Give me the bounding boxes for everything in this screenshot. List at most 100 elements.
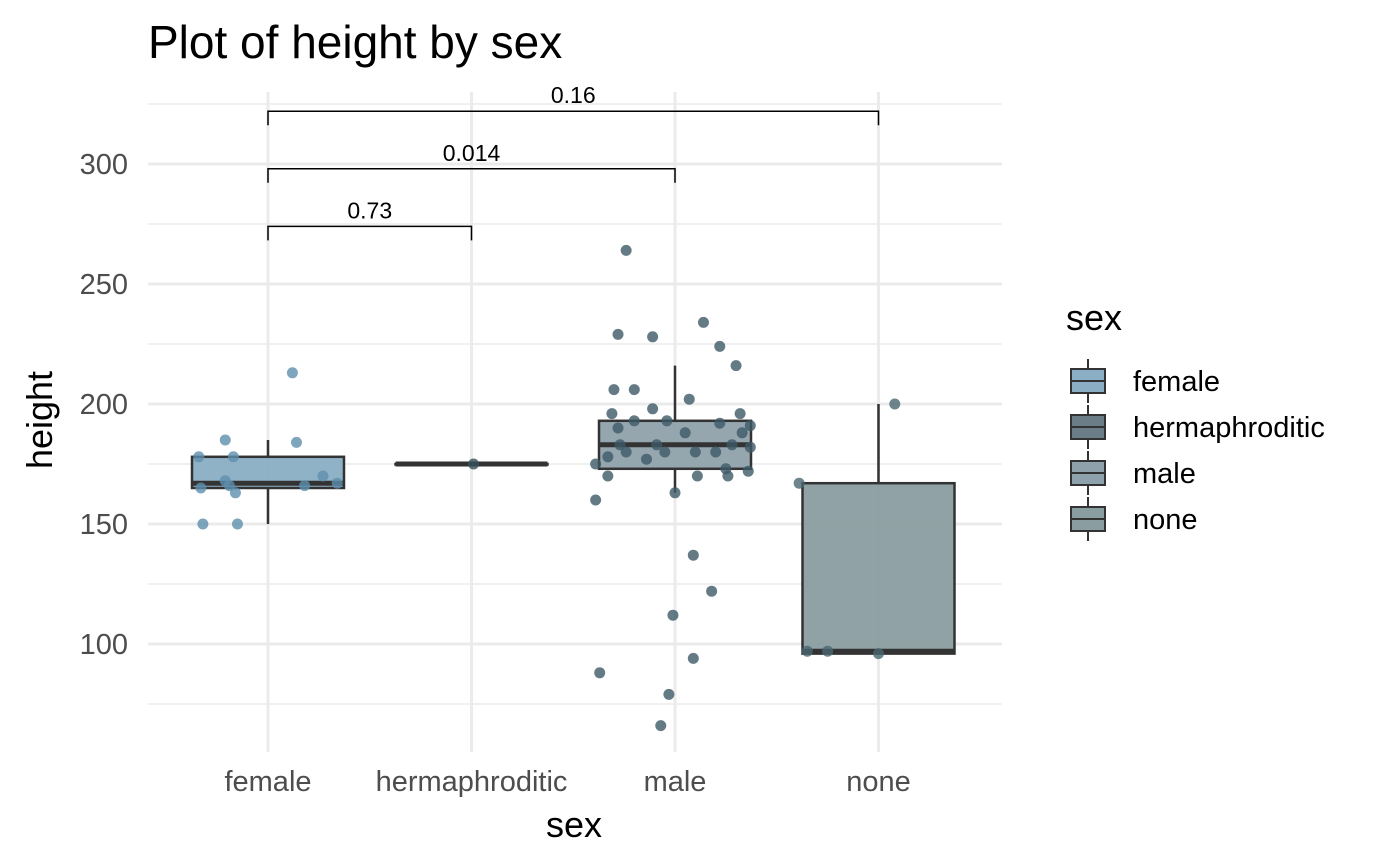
box-none xyxy=(801,404,956,655)
legend-label: male xyxy=(1133,458,1196,490)
legend-item-female: female xyxy=(1070,359,1220,403)
y-axis-title: height xyxy=(19,371,60,469)
data-point-female xyxy=(193,451,205,463)
comparison-brackets: 0.73 0.014 0.16 xyxy=(267,82,880,241)
comparison-female-none: 0.16 xyxy=(267,82,880,126)
legend-item-male: male xyxy=(1070,451,1196,495)
data-point-male xyxy=(628,384,640,396)
data-point-male xyxy=(590,458,602,470)
data-point-male xyxy=(697,316,709,328)
x-tick-label: hermaphroditic xyxy=(376,766,568,798)
data-point-male xyxy=(647,403,659,415)
data-point-none xyxy=(889,398,901,410)
legend-label: female xyxy=(1133,366,1220,398)
legend-item-none: none xyxy=(1070,497,1198,541)
data-point-male xyxy=(647,331,659,343)
legend-title: sex xyxy=(1066,297,1122,338)
comparison-bracket xyxy=(267,225,473,241)
data-point-male xyxy=(714,417,726,429)
data-point-male xyxy=(722,470,734,482)
data-point-male xyxy=(663,688,675,700)
data-point-female xyxy=(299,480,311,492)
legend-items: female hermaphroditic male none xyxy=(1070,359,1325,541)
data-point-male xyxy=(744,441,756,453)
y-tick-label: 250 xyxy=(80,269,128,301)
data-point-male xyxy=(612,328,624,340)
box-female xyxy=(190,440,346,524)
p-value-label: 0.014 xyxy=(443,140,501,166)
x-tick-label: male xyxy=(644,766,707,798)
data-point-male xyxy=(606,408,618,420)
data-point-female xyxy=(223,480,235,492)
data-point-male xyxy=(683,393,695,405)
data-point-male xyxy=(730,360,742,372)
legend-label: hermaphroditic xyxy=(1133,412,1325,444)
x-axis-ticks: female hermaphroditic male none xyxy=(224,766,910,798)
p-value-label: 0.73 xyxy=(347,197,392,223)
comparison-female-male: 0.014 xyxy=(267,140,676,183)
legend-label: none xyxy=(1133,504,1198,536)
data-point-male xyxy=(710,446,722,458)
data-point-female xyxy=(231,518,243,530)
data-point-male xyxy=(661,415,673,427)
data-point-male xyxy=(594,667,606,679)
data-point-female xyxy=(286,367,298,379)
legend: sex female hermaphroditic male none xyxy=(1066,297,1325,541)
data-point-female xyxy=(197,518,209,530)
x-tick-label: female xyxy=(224,766,311,798)
legend-item-hermaphroditic: hermaphroditic xyxy=(1070,405,1325,449)
data-point-male xyxy=(667,609,679,621)
data-point-none xyxy=(873,648,884,660)
data-point-female xyxy=(317,470,329,482)
data-point-male xyxy=(714,340,726,352)
data-point-male xyxy=(655,720,667,732)
data-point-male xyxy=(691,470,703,482)
data-point-male xyxy=(641,453,653,465)
data-point-male xyxy=(744,420,756,432)
comparison-bracket xyxy=(267,168,676,183)
box-rect xyxy=(801,481,956,655)
data-point-female xyxy=(195,482,207,494)
data-point-male xyxy=(687,549,699,561)
y-axis-ticks: 100 150 200 250 300 xyxy=(80,149,128,661)
x-tick-label: none xyxy=(846,766,911,798)
x-axis-title: sex xyxy=(546,804,602,845)
data-point-hermaphroditic xyxy=(468,458,480,470)
data-point-none xyxy=(793,477,805,489)
data-point-none xyxy=(801,645,813,657)
data-point-male xyxy=(742,465,754,477)
y-tick-label: 100 xyxy=(80,629,128,661)
data-point-male xyxy=(602,451,614,463)
data-point-male xyxy=(687,652,699,664)
data-point-male xyxy=(659,446,671,458)
data-point-male xyxy=(669,487,681,499)
data-point-male xyxy=(608,384,620,396)
comparison-bracket xyxy=(267,110,880,126)
data-point-male xyxy=(706,585,718,597)
data-point-female xyxy=(219,434,231,446)
data-point-female xyxy=(290,436,302,448)
y-tick-label: 150 xyxy=(80,509,128,541)
data-point-male xyxy=(734,408,746,420)
data-point-male xyxy=(628,415,640,427)
data-point-male xyxy=(614,439,626,451)
p-value-label: 0.16 xyxy=(551,82,596,108)
data-point-male xyxy=(736,427,748,439)
chart-title: Plot of height by sex xyxy=(148,16,562,68)
data-point-male xyxy=(620,446,632,458)
data-point-none xyxy=(822,645,834,657)
data-point-male xyxy=(602,470,614,482)
data-point-male xyxy=(612,422,624,434)
box-layer xyxy=(190,365,956,655)
comparison-female-hermaphroditic: 0.73 xyxy=(267,197,473,241)
data-point-female xyxy=(229,487,241,499)
data-point-male xyxy=(689,446,701,458)
point-layer xyxy=(193,244,901,732)
data-point-male xyxy=(679,427,691,439)
data-point-female xyxy=(227,451,239,463)
data-point-female xyxy=(331,477,343,489)
data-point-male xyxy=(590,494,602,506)
data-point-male xyxy=(620,244,632,256)
y-tick-label: 200 xyxy=(80,389,128,421)
